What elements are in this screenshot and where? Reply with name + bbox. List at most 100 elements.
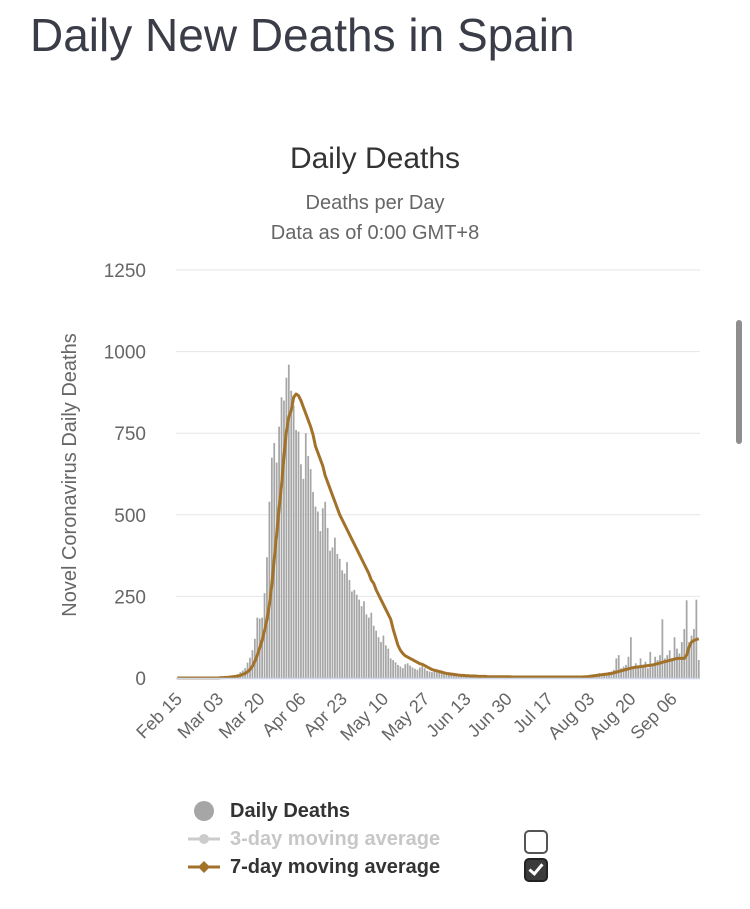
scrollbar-thumb[interactable] xyxy=(736,320,742,444)
bar xyxy=(426,670,428,678)
x-tick-label: Mar 20 xyxy=(215,689,269,743)
x-tick-label: Mar 03 xyxy=(174,689,228,743)
bar xyxy=(389,658,392,678)
bar xyxy=(423,668,426,678)
legend-label: Daily Deaths xyxy=(230,800,351,822)
bar xyxy=(365,614,368,678)
bar xyxy=(387,648,390,678)
bar xyxy=(431,672,433,678)
y-tick-label: 0 xyxy=(135,669,146,690)
bar xyxy=(651,664,654,678)
chart-subtitle-data-as-of: Data as of 0:00 GMT+8 xyxy=(271,222,479,244)
bar xyxy=(617,655,620,678)
bar xyxy=(411,667,414,678)
legend-item-7-day-ma[interactable]: 7-day moving average xyxy=(186,854,566,882)
bar xyxy=(455,675,458,678)
bar xyxy=(620,668,623,678)
ma3-checkbox[interactable] xyxy=(524,830,548,854)
bar xyxy=(280,397,283,678)
bar xyxy=(312,491,314,678)
bar xyxy=(341,570,344,678)
bar xyxy=(307,456,310,678)
bar xyxy=(360,606,363,678)
bar xyxy=(642,664,644,678)
bar xyxy=(634,663,637,678)
bar xyxy=(409,665,411,678)
ma7-line xyxy=(177,392,700,680)
bar xyxy=(343,573,346,678)
bar xyxy=(275,462,278,678)
bar xyxy=(443,674,445,678)
bar xyxy=(377,637,380,678)
line-diamond-icon xyxy=(188,861,220,873)
bar xyxy=(355,594,358,678)
y-tick-label: 250 xyxy=(114,587,146,608)
x-tick-label: Jun 30 xyxy=(464,689,516,741)
bar xyxy=(401,668,404,678)
bar xyxy=(690,635,693,678)
bar xyxy=(285,377,288,678)
bar xyxy=(448,673,450,678)
bar xyxy=(433,670,436,678)
bar xyxy=(406,663,409,678)
bar xyxy=(646,668,649,678)
bar xyxy=(283,400,285,678)
bar xyxy=(697,660,700,678)
bar xyxy=(324,501,327,678)
chart-legend: Daily Deaths 3-day moving average 7-day … xyxy=(186,798,566,882)
bar xyxy=(668,650,671,678)
bar xyxy=(622,666,625,678)
bar xyxy=(671,658,673,678)
bar xyxy=(666,655,669,678)
bar xyxy=(600,676,603,678)
bar xyxy=(256,617,259,678)
bar xyxy=(683,629,686,678)
bar xyxy=(418,667,421,678)
bar xyxy=(295,429,297,678)
bar xyxy=(644,661,647,678)
bar xyxy=(457,675,460,678)
bar xyxy=(329,550,331,678)
bar xyxy=(685,600,688,678)
y-tick-label: 1250 xyxy=(104,261,146,282)
bar xyxy=(297,431,300,678)
bar xyxy=(440,673,443,678)
bar xyxy=(370,612,373,678)
bar xyxy=(375,630,378,678)
gray-circle-icon xyxy=(194,801,214,821)
bar xyxy=(452,674,455,678)
bar xyxy=(615,658,618,678)
bar xyxy=(639,658,642,678)
chart-title: Daily Deaths xyxy=(290,142,460,175)
bar xyxy=(351,591,353,678)
page-title: Daily New Deaths in Spain xyxy=(30,9,575,61)
bar xyxy=(287,364,290,678)
chart-subtitle: Deaths per Day xyxy=(306,192,445,214)
ma7-checkbox[interactable] xyxy=(524,858,548,882)
bar xyxy=(399,666,402,678)
y-tick-label: 750 xyxy=(114,424,146,445)
bar xyxy=(261,617,263,678)
x-tick-label: Feb 15 xyxy=(132,689,186,743)
y-tick-labels: 0 250 500 750 1000 1250 xyxy=(104,261,146,690)
legend-item-daily-deaths[interactable]: Daily Deaths xyxy=(186,798,566,826)
bar xyxy=(404,664,407,678)
bar xyxy=(334,537,336,678)
bar xyxy=(300,464,302,678)
bar xyxy=(688,642,690,678)
bar xyxy=(632,668,635,678)
y-tick-label: 500 xyxy=(114,506,146,527)
bar xyxy=(268,501,271,678)
legend-item-3-day-ma[interactable]: 3-day moving average xyxy=(186,826,566,854)
y-axis-title: Novel Coronavirus Daily Deaths xyxy=(59,333,81,616)
bar xyxy=(656,660,659,678)
bar xyxy=(319,531,322,678)
bar xyxy=(367,617,370,678)
bar xyxy=(346,562,348,678)
bar xyxy=(603,675,606,678)
grid-lines xyxy=(176,269,700,597)
bar xyxy=(336,553,339,678)
bar xyxy=(659,655,661,678)
bar xyxy=(382,635,385,678)
